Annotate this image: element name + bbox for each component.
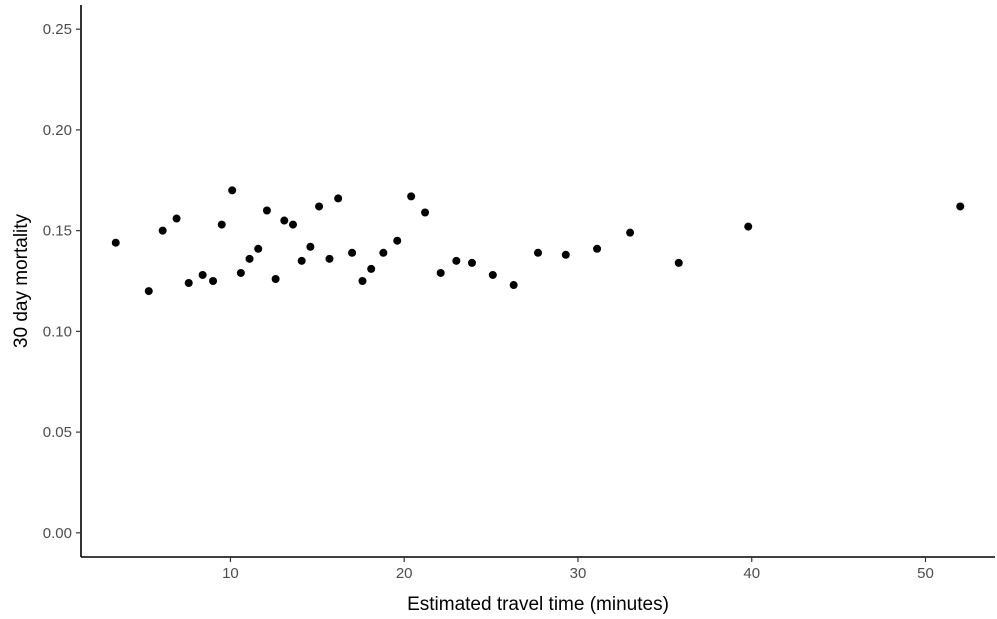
data-point: [297, 256, 306, 265]
data-point: [217, 220, 226, 229]
data-point: [407, 192, 416, 201]
data-point: [228, 186, 237, 195]
y-tick-label: 0.15: [43, 223, 72, 240]
data-point: [245, 254, 254, 263]
x-axis-title: Estimated travel time (minutes): [407, 594, 669, 615]
data-point: [467, 258, 476, 267]
data-points: [111, 186, 965, 296]
x-tick-label: 50: [917, 565, 934, 582]
x-tick-label: 40: [743, 565, 760, 582]
data-point: [172, 214, 181, 223]
data-point: [334, 194, 343, 203]
data-point: [325, 254, 334, 263]
data-point: [184, 279, 193, 288]
data-point: [209, 277, 218, 285]
y-axis-title: 30 day mortality: [11, 213, 32, 348]
data-point: [144, 287, 153, 296]
x-tick-label: 10: [222, 565, 239, 582]
data-point: [111, 238, 120, 247]
data-point: [593, 244, 602, 253]
data-point: [280, 216, 289, 225]
data-point: [236, 268, 245, 277]
data-point: [534, 248, 542, 257]
x-tick-label: 30: [570, 565, 587, 582]
y-tick-label: 0.20: [43, 122, 72, 139]
y-tick-label: 0.10: [43, 323, 72, 340]
data-point: [367, 264, 376, 273]
x-axis-ticks: 10 20 30 40 50: [222, 557, 934, 582]
y-tick-label: 0.05: [43, 424, 72, 441]
data-point: [674, 258, 683, 267]
data-point: [358, 277, 367, 285]
y-tick-label: 0.00: [43, 525, 72, 542]
data-point: [348, 248, 357, 257]
data-point: [288, 220, 297, 229]
data-point: [956, 202, 965, 211]
x-tick-label: 20: [396, 565, 413, 582]
data-point: [315, 202, 324, 211]
y-tick-label: 0.25: [43, 21, 72, 38]
data-point: [452, 256, 461, 265]
data-point: [509, 281, 518, 290]
data-point: [271, 274, 280, 283]
data-point: [379, 248, 388, 257]
data-point: [393, 236, 402, 245]
data-point: [306, 242, 315, 251]
data-point: [561, 250, 570, 259]
data-point: [626, 228, 635, 237]
data-point: [158, 226, 167, 235]
data-point: [488, 270, 497, 279]
data-point: [198, 270, 207, 279]
data-point: [744, 222, 753, 231]
data-point: [421, 208, 430, 217]
data-point: [436, 268, 445, 277]
data-point: [254, 244, 263, 253]
y-axis-ticks: 0.00 0.05 0.10 0.15 0.20 0.25: [43, 21, 81, 542]
data-point: [262, 206, 271, 215]
